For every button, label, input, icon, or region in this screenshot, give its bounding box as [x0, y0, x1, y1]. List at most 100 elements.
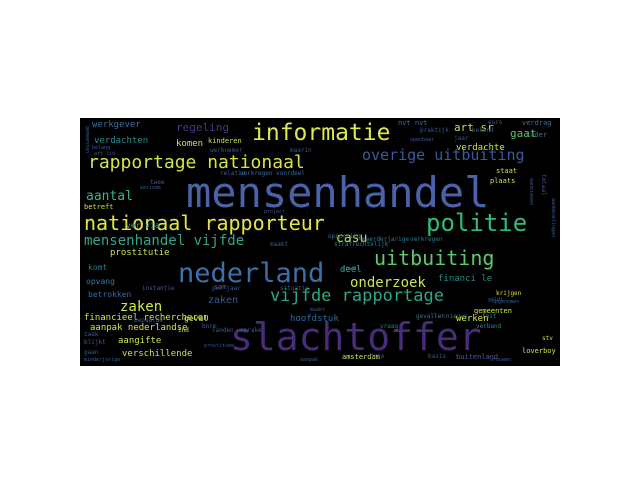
cloud-word: belang [92, 145, 111, 151]
cloud-word: mensenhandel [186, 168, 490, 217]
cloud-word: informatie [252, 120, 391, 146]
cloud-word: verdrag [522, 119, 552, 127]
cloud-word: verband [476, 323, 502, 330]
cloud-word: nvt nvt [398, 119, 428, 127]
cloud-word: vrouwen [490, 357, 512, 363]
cloud-word: relatie [220, 170, 246, 177]
cloud-word: bekend [472, 127, 494, 134]
cloud-word: blijkt [84, 339, 106, 346]
cloud-word: vraag [380, 323, 399, 330]
cloud-word: verdachte [456, 143, 505, 153]
cloud-word: staat [496, 167, 518, 175]
cloud-word: loverboy [522, 347, 556, 355]
cloud-word: maakt [310, 307, 326, 313]
cloud-word: betreft [84, 203, 114, 211]
cloud-word: gaan [84, 349, 99, 356]
cloud-word: komt [88, 263, 108, 272]
cloud-word: bnrm [202, 323, 217, 330]
cloud-word: aanbieden [528, 178, 534, 206]
cloud-word: sprake [240, 327, 262, 334]
cloud-word: aantal [86, 189, 133, 204]
cloud-word: art lid [94, 151, 116, 157]
cloud-word: verschillende [122, 349, 193, 359]
cloud-word: gemeenten [84, 126, 90, 154]
cloud-word: feit [482, 313, 497, 320]
cloud-word: kinderen [208, 137, 242, 145]
cloud-word: maarin [290, 147, 312, 154]
cloud-word: rapportage nationaal [88, 152, 305, 173]
cloud-word: minderjarige [84, 357, 121, 363]
cloud-word: amsterdam [342, 353, 380, 361]
cloud-word: totaal [540, 174, 547, 196]
cloud-word: buitenland [456, 353, 499, 361]
cloud-word: zaak [84, 331, 99, 338]
cloud-word: prostituee [204, 343, 235, 349]
cloud-word: project [264, 209, 286, 215]
cloud-word: financieel rechercheren [84, 313, 209, 323]
cloud-word: uitbuiting [374, 246, 495, 270]
cloud-word: prostitutie [110, 248, 170, 258]
word-cloud: mensenhandel slachtoffer nederland infor… [80, 118, 560, 366]
cloud-word: krijgen [496, 290, 522, 297]
cloud-word: opgenomen [492, 299, 520, 305]
cloud-word: bepaalde [134, 317, 163, 324]
cloud-word: aanbevelingen [550, 198, 556, 238]
cloud-word: gaat [510, 127, 537, 140]
cloud-word: aangifte [118, 336, 162, 346]
cloud-word: verkregen voordeel [240, 170, 306, 177]
cloud-word: slachtoffer [230, 315, 482, 359]
cloud-word: politie [426, 209, 528, 237]
cloud-word: instantie [142, 285, 175, 292]
cloud-word: vijfde rapportage [270, 286, 444, 306]
cloud-word: aanpak nederlandse [90, 323, 188, 333]
cloud-word: verdachten [94, 136, 149, 146]
cloud-word: art sr [454, 121, 494, 134]
cloud-word: landen [212, 327, 234, 334]
cloud-word: casu [336, 231, 368, 246]
cloud-word: komen [176, 139, 204, 149]
cloud-word: geval [184, 314, 209, 323]
cloud-word: twee [150, 179, 165, 186]
cloud-word: geldt [488, 297, 504, 303]
cloud-word: plaats [490, 177, 516, 185]
cloud-word: opsporing [328, 233, 361, 240]
cloud-word: zaken [120, 299, 163, 315]
cloud-word: betrokken [88, 290, 132, 299]
cloud-word: situatie [280, 285, 309, 292]
cloud-word: basis [428, 353, 447, 360]
cloud-word: aanpak [300, 357, 319, 363]
cloud-word: mensenhandel vijfde [84, 233, 245, 249]
cloud-word: periode [140, 185, 162, 191]
cloud-word: zaken [208, 295, 239, 306]
cloud-word: kader [526, 131, 548, 139]
cloud-word: werkgever [92, 120, 141, 130]
cloud-word: jaar [454, 135, 469, 142]
cloud-word: werken [456, 314, 489, 324]
cloud-word: deel [340, 265, 362, 275]
cloud-word: verkregen [410, 236, 443, 243]
cloud-word: ver via [126, 221, 160, 230]
cloud-word: werknemer [210, 147, 243, 154]
cloud-word: overige uitbuiting [362, 146, 525, 164]
cloud-word: drie [370, 353, 385, 360]
cloud-word: stv [542, 335, 553, 342]
cloud-word: financi le [438, 274, 493, 284]
cloud-word: openbaar [410, 137, 435, 143]
cloud-word: opvang [86, 277, 115, 286]
cloud-word: regeling [176, 121, 229, 134]
cloud-word: praktijk [420, 127, 449, 134]
cloud-word: nationaal rapporteur [84, 211, 325, 235]
cloud-word: som [214, 283, 227, 291]
cloud-word: hoofdstuk [290, 314, 339, 324]
cloud-word: per jaar [212, 285, 241, 292]
cloud-word: maakt [270, 241, 289, 248]
cloud-word: euro [488, 119, 503, 126]
cloud-word: nederland [178, 258, 325, 289]
cloud-word: gevallen [416, 313, 445, 320]
cloud-word: strafrechtelijk [334, 241, 389, 248]
cloud-word: zowel [342, 265, 361, 272]
cloud-word: onderzoek [350, 275, 426, 291]
cloud-word: ind [178, 327, 189, 334]
cloud-word: nieuwe [446, 313, 468, 320]
cloud-word: meerderjarige [362, 236, 409, 243]
